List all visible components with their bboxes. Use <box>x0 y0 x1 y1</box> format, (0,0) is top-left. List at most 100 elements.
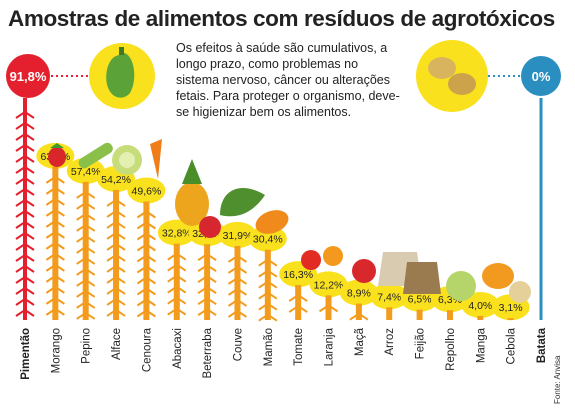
orange-illustration <box>323 246 343 266</box>
bar <box>386 307 393 320</box>
bar <box>477 315 484 320</box>
arrow-chevron <box>288 293 308 302</box>
arrow-chevron <box>167 296 187 305</box>
arrow-chevron <box>136 243 156 252</box>
pineapple-illustration <box>175 159 209 226</box>
arrow-chevron <box>258 258 278 267</box>
potato-icon-badge <box>416 40 488 112</box>
bar <box>264 249 271 320</box>
carrot-illustration <box>150 139 162 179</box>
value-label: 16,3% <box>283 269 313 281</box>
arrow-chevron <box>227 265 248 274</box>
arrow-chevron <box>197 274 217 284</box>
arrow-chevron <box>76 190 96 199</box>
arrow-chevron <box>197 296 217 306</box>
arrow-chevron <box>15 297 35 306</box>
arrow-chevron <box>136 287 156 296</box>
arrow-chevron <box>15 264 35 273</box>
arrow-chevron <box>136 210 156 219</box>
value-bubble <box>127 177 166 204</box>
arrow-chevron <box>45 296 65 305</box>
arrow-chevron <box>227 276 248 285</box>
food-illustrations <box>48 139 531 303</box>
max-value-badge <box>6 54 50 98</box>
value-label: 30,4% <box>253 234 283 246</box>
arrow-chevron <box>227 309 248 318</box>
description-text: Os efeitos à saúde são cumulativos, a lo… <box>176 41 400 119</box>
category-label: Beterraba <box>202 327 214 378</box>
arrow-chevron <box>167 285 187 294</box>
arrow-chevron <box>15 176 35 185</box>
arrow-chevron <box>45 307 65 316</box>
arrow-chevron <box>76 300 96 309</box>
arrow-chevron <box>15 121 35 130</box>
category-label: Arroz <box>384 328 396 356</box>
arrow-chevron <box>136 221 156 230</box>
bar <box>446 310 453 320</box>
value-bubble <box>370 283 409 310</box>
arrow-chevron <box>106 308 126 317</box>
value-label: 49,6% <box>132 186 162 198</box>
arrow-chevron <box>15 242 35 251</box>
min-value-badge <box>521 56 561 96</box>
cabbage-illustration <box>446 271 476 301</box>
category-label: Batata <box>536 327 548 363</box>
arrow-chevron <box>15 165 35 174</box>
arrow-chevron <box>15 253 35 262</box>
category-label: Pimentão <box>20 328 32 380</box>
max-value-label: 91,8% <box>10 69 47 84</box>
cucumber-illustration <box>78 142 113 169</box>
source-note: Fonte: Anvisa <box>553 355 562 404</box>
arrow-chevron <box>167 252 187 261</box>
arrow-chevron <box>45 219 65 228</box>
value-bubble <box>218 221 257 248</box>
value-bubble <box>461 291 500 318</box>
arrow-chevron <box>106 231 126 240</box>
arrow-chevron <box>45 241 65 250</box>
arrow-chevron <box>318 304 339 313</box>
category-label: Maçã <box>354 327 366 356</box>
arrow-chevron <box>106 275 126 284</box>
category-label: Feijão <box>415 328 427 359</box>
value-label: 32,8% <box>162 228 192 240</box>
arrow-chevron <box>258 269 278 278</box>
arrow-chevron <box>106 209 126 218</box>
arrow-chevron <box>136 254 156 263</box>
arrow-chevron <box>15 275 35 284</box>
value-bubble <box>309 271 348 298</box>
bar <box>295 285 302 320</box>
min-value-label: 0% <box>532 69 551 84</box>
chart-title: Amostras de alimentos com resíduos de ag… <box>8 6 555 31</box>
min-bar <box>539 98 543 320</box>
arrow-chevron <box>15 132 35 141</box>
pepper-icon-badge <box>89 43 155 109</box>
arrow-chevron <box>76 223 96 232</box>
bar <box>416 309 423 320</box>
arrow-chevron <box>106 297 126 306</box>
bar <box>204 244 211 320</box>
value-bubble <box>157 219 196 246</box>
value-label: 31,9% <box>223 230 253 242</box>
category-label: Abacaxi <box>172 328 184 369</box>
arrow-chevron <box>136 298 156 307</box>
arrow-chevron <box>76 267 96 276</box>
beet-illustration <box>199 216 221 238</box>
arrow-chevron <box>167 263 187 272</box>
value-label: 8,9% <box>347 288 371 300</box>
arrow-chevron <box>15 286 35 295</box>
bar <box>82 181 89 320</box>
arrow-chevron <box>76 256 96 265</box>
arrow-chevron <box>288 304 308 313</box>
arrow-chevron <box>167 307 187 316</box>
value-label: 6,5% <box>408 294 432 306</box>
arrow-chevron <box>136 309 156 318</box>
arrow-chevron <box>15 143 35 152</box>
arrow-chevron <box>45 186 65 195</box>
arrow-chevron <box>106 198 126 207</box>
value-label: 57,4% <box>71 166 101 178</box>
tomato-illustration <box>301 250 321 270</box>
value-label: 12,2% <box>314 279 344 291</box>
arrow-chevron <box>76 289 96 298</box>
bar <box>507 318 514 320</box>
arrow-chevron <box>106 253 126 262</box>
